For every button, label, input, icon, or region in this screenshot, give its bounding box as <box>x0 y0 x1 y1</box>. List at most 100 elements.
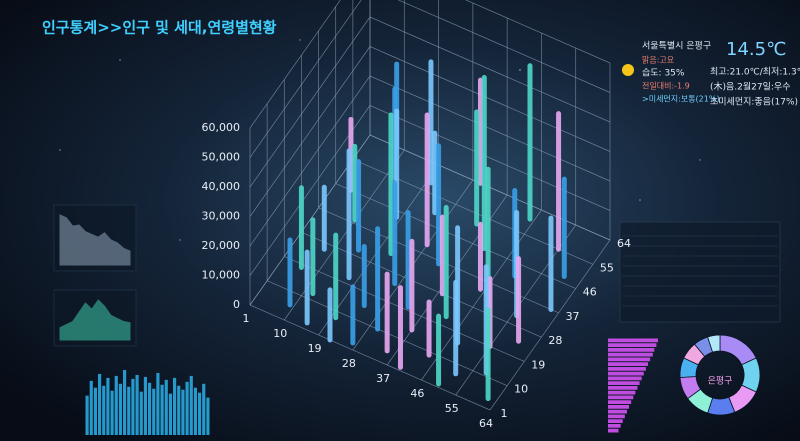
bar <box>168 393 172 435</box>
ultrafine-dust: 초미세먼지:좋음(17%) <box>710 97 798 108</box>
page-title: 인구통계>>인구 및 세대,연령별현황 <box>42 19 277 37</box>
bar <box>608 400 632 404</box>
humidity: 습도: 35% <box>642 68 685 79</box>
charts: 0 10,000 20,000 30,000 40,000 50,000 60,000 1 10… <box>53 0 761 435</box>
bar <box>135 374 139 435</box>
grid-line <box>249 0 341 129</box>
bar <box>608 376 642 381</box>
date: (木)음.2월27일:우수 <box>710 81 791 93</box>
bar <box>164 379 168 435</box>
x-tick-label: 1 <box>243 312 250 325</box>
bar <box>118 383 122 435</box>
y-tick-label: 46 <box>583 286 597 299</box>
bar <box>206 397 210 435</box>
bar <box>608 386 638 390</box>
bar <box>608 371 644 376</box>
table-frame <box>619 221 781 323</box>
grid-line <box>369 75 611 182</box>
temperature: 14.5℃ <box>726 39 786 60</box>
grid-line <box>489 239 611 411</box>
bar <box>608 348 655 352</box>
grid-line <box>283 149 405 321</box>
donut-label: 은평구 <box>708 376 733 387</box>
grid-line <box>249 304 491 411</box>
bar <box>173 377 177 435</box>
x-tick-label: 55 <box>445 402 459 415</box>
change: 전일대비:-1.9 <box>642 81 690 91</box>
bar <box>156 372 160 435</box>
bar <box>608 381 640 385</box>
bar <box>148 382 152 435</box>
bar <box>93 387 97 435</box>
bar <box>102 385 106 435</box>
donut-slice <box>707 334 721 353</box>
z-tick-label: 40,000 <box>202 180 241 193</box>
y-tick-label: 37 <box>566 310 580 323</box>
bar <box>89 380 93 435</box>
grid-line <box>249 75 371 247</box>
bar <box>139 391 143 435</box>
bar <box>131 378 135 435</box>
bar <box>608 428 619 433</box>
bar <box>608 405 630 409</box>
x-tick-label: 46 <box>410 387 424 400</box>
y-tick-label: 1 <box>501 407 508 420</box>
x-tick-label: 19 <box>308 342 322 355</box>
area <box>59 214 131 266</box>
bar <box>608 338 658 343</box>
fine-dust: >미세먼지:보통(21%) <box>642 94 720 104</box>
y-tick-label: 10 <box>514 383 528 396</box>
bar <box>608 367 646 371</box>
bar <box>181 389 185 435</box>
y-tick-label: 28 <box>548 334 562 347</box>
z-tick-label: 10,000 <box>202 269 241 282</box>
grid-line <box>421 209 542 381</box>
data-table <box>619 221 781 323</box>
bar <box>608 390 636 395</box>
y-tick-label: 64 <box>617 237 631 250</box>
bar <box>608 343 657 347</box>
bar <box>198 392 202 435</box>
area <box>59 299 131 341</box>
grid-line <box>369 105 611 211</box>
bar <box>127 386 131 435</box>
z-tick-label: 50,000 <box>202 151 241 164</box>
z-tick-label: 60,000 <box>202 121 241 134</box>
location: 서울특별시 은평구 <box>642 41 711 52</box>
x-tick-label: 64 <box>479 417 493 430</box>
grid-line <box>301 231 542 338</box>
grid-line <box>369 46 611 152</box>
y-tick-label: 19 <box>531 358 545 371</box>
high-low: 최고:21.0℃/최저:1.3℃ <box>710 67 800 78</box>
bar <box>177 385 181 435</box>
bar <box>608 414 625 419</box>
bar <box>608 424 621 428</box>
z-tick-label: 20,000 <box>202 239 241 252</box>
bar <box>193 387 197 435</box>
condition: 맑음:고요 <box>642 56 674 65</box>
bar <box>106 377 110 435</box>
grid-line <box>249 16 371 188</box>
bar <box>160 384 164 435</box>
bar <box>608 362 648 366</box>
bar <box>110 390 114 435</box>
x-tick-label: 37 <box>376 372 390 385</box>
bar <box>185 381 189 435</box>
table-rows <box>622 235 778 307</box>
x-tick-label: 10 <box>273 327 287 340</box>
grid-line <box>397 0 611 93</box>
bar <box>608 395 634 400</box>
bar <box>85 395 89 435</box>
bar <box>98 373 102 435</box>
bar <box>143 376 147 435</box>
z-tick-label: 0 <box>233 298 240 311</box>
bar <box>202 383 206 435</box>
bar <box>189 375 193 435</box>
sun-icon <box>622 64 634 76</box>
grid-line <box>465 0 611 64</box>
bar <box>608 419 623 423</box>
grid-line <box>249 46 371 217</box>
z-tick-label: 30,000 <box>202 210 241 223</box>
bar <box>608 352 653 357</box>
x-tick-label: 28 <box>342 357 356 370</box>
